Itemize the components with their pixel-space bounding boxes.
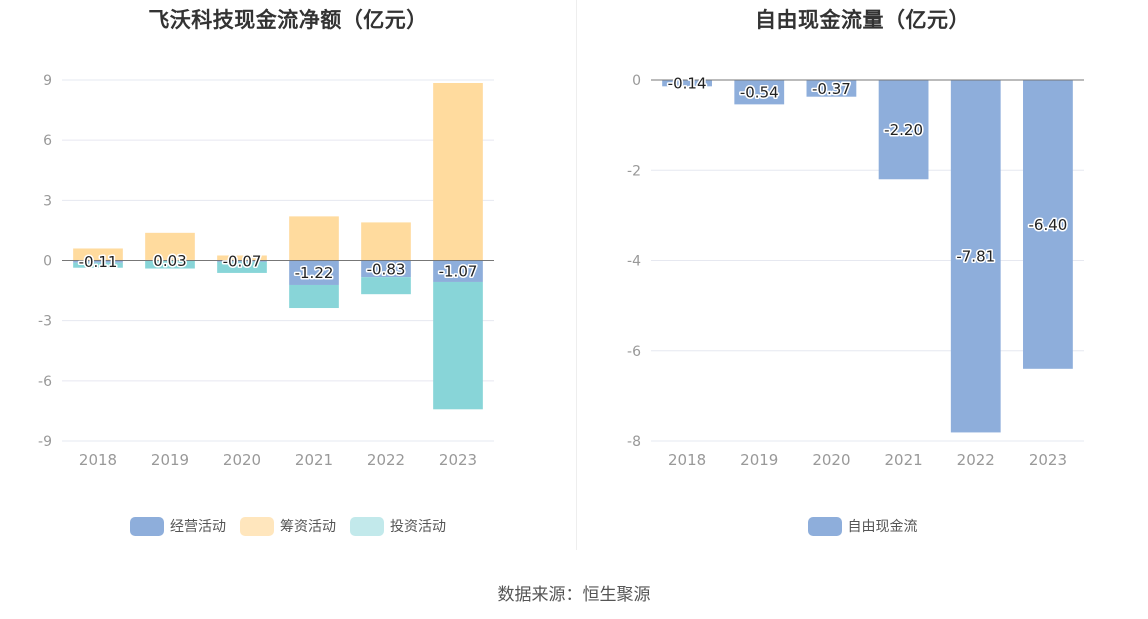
y-tick-label: -3 — [38, 314, 52, 330]
data-label: -0.07 — [223, 253, 262, 271]
bar-筹资活动 — [289, 216, 339, 261]
bar-自由现金流 — [734, 80, 785, 105]
data-label: -0.14 — [668, 75, 707, 93]
data-label: -2.20 — [884, 121, 923, 139]
bar-筹资活动 — [217, 255, 267, 261]
data-label: -1.22 — [295, 264, 334, 282]
legend-item-operating[interactable]: 经营活动 — [130, 516, 226, 536]
data-label: -7.81 — [956, 248, 995, 266]
cash-flow-chart: 飞沃科技现金流净额（亿元） 9 6 3 0 -3 -6 -9 2018 2019 2020 2021… — [0, 0, 576, 550]
data-source: 数据来源：恒生聚源 — [497, 585, 651, 605]
y-tick-label: -6 — [627, 344, 641, 360]
y-tick-label: -4 — [627, 254, 641, 270]
x-tick-label: 2021 — [295, 451, 333, 469]
legend-item-investing[interactable]: 投资活动 — [350, 516, 446, 536]
bar-筹资活动 — [433, 83, 483, 261]
x-tick-label: 2019 — [740, 451, 778, 469]
free-cash-flow-chart: 自由现金流量（亿元） 0 -2 -4 -6 -8 2018 2019 2020 2021 2022… — [577, 0, 1148, 550]
bar-自由现金流 — [950, 80, 1001, 433]
x-tick-label: 2019 — [151, 451, 189, 469]
data-label: -0.83 — [367, 260, 406, 278]
bar-筹资活动 — [73, 248, 123, 261]
y-tick-label: 0 — [632, 73, 641, 89]
y-tick-label: -8 — [627, 434, 641, 450]
bar-投资活动 — [145, 260, 195, 269]
bar-筹资活动 — [145, 232, 195, 260]
y-tick-label: -9 — [38, 434, 52, 450]
legend-label: 自由现金流 — [847, 519, 918, 535]
y-tick-label: 0 — [43, 254, 52, 270]
bar-自由现金流 — [1023, 80, 1073, 369]
bar-投资活动 — [73, 262, 123, 268]
legend-label: 筹资活动 — [280, 519, 336, 535]
x-tick-label: 2018 — [79, 451, 117, 469]
y-tick-label: -6 — [38, 374, 52, 390]
legend-item-financing[interactable]: 筹资活动 — [240, 516, 336, 536]
y-tick-label: 3 — [43, 193, 52, 209]
bar-投资活动 — [433, 281, 483, 410]
bar-自由现金流 — [806, 80, 857, 97]
y-tick-label: -2 — [627, 163, 641, 179]
x-tick-label: 2018 — [668, 451, 706, 469]
bar-投资活动 — [361, 277, 411, 295]
chart-title: 自由现金流量（亿元） — [755, 8, 970, 32]
legend-item-free-cash-flow[interactable]: 自由现金流 — [807, 516, 918, 536]
x-tick-label: 2022 — [957, 451, 995, 469]
bar-筹资活动 — [361, 222, 411, 261]
bar-投资活动 — [289, 284, 339, 309]
legend-swatch-operating — [130, 516, 164, 536]
x-tick-label: 2023 — [1029, 451, 1067, 469]
y-tick-label: 6 — [43, 133, 52, 149]
legend-label: 投资活动 — [390, 519, 446, 535]
free-cash-flow-plot: 0 -2 -4 -6 -8 2018 2019 2020 2021 2022 2023 -0.14 -0… — [627, 73, 1084, 469]
panel-divider — [576, 0, 577, 550]
legend-swatch-free-cash-flow — [807, 516, 842, 536]
x-tick-label: 2020 — [223, 451, 261, 469]
bar-经营活动 — [361, 260, 411, 278]
data-label: 0.03 — [153, 252, 186, 270]
x-tick-label: 2020 — [812, 451, 850, 469]
data-label: -6.40 — [1029, 216, 1068, 234]
data-label: -1.07 — [439, 263, 478, 281]
bar-经营活动 — [289, 260, 339, 285]
legend: 经营活动 筹资活动 投资活动 — [0, 516, 576, 536]
chart-title: 飞沃科技现金流净额（亿元） — [148, 8, 428, 32]
bar-自由现金流 — [878, 80, 929, 180]
x-tick-label: 2023 — [439, 451, 477, 469]
bar-经营活动 — [433, 260, 483, 282]
data-label: -0.11 — [79, 253, 118, 271]
legend-swatch-financing — [240, 516, 274, 536]
x-tick-label: 2022 — [367, 451, 405, 469]
legend-label: 经营活动 — [170, 519, 226, 535]
cash-flow-plot: 9 6 3 0 -3 -6 -9 2018 2019 2020 2021 2022 2023 -0.11 0… — [38, 73, 494, 469]
bar-自由现金流 — [662, 80, 712, 87]
legend: 自由现金流 — [577, 516, 1148, 536]
data-label: -0.37 — [812, 80, 851, 98]
bar-经营活动 — [217, 260, 267, 262]
bar-投资活动 — [217, 261, 267, 273]
x-tick-label: 2021 — [884, 451, 922, 469]
legend-swatch-investing — [350, 516, 384, 536]
y-tick-label: 9 — [43, 73, 52, 89]
bar-经营活动 — [73, 260, 123, 263]
data-label: -0.54 — [740, 84, 779, 102]
